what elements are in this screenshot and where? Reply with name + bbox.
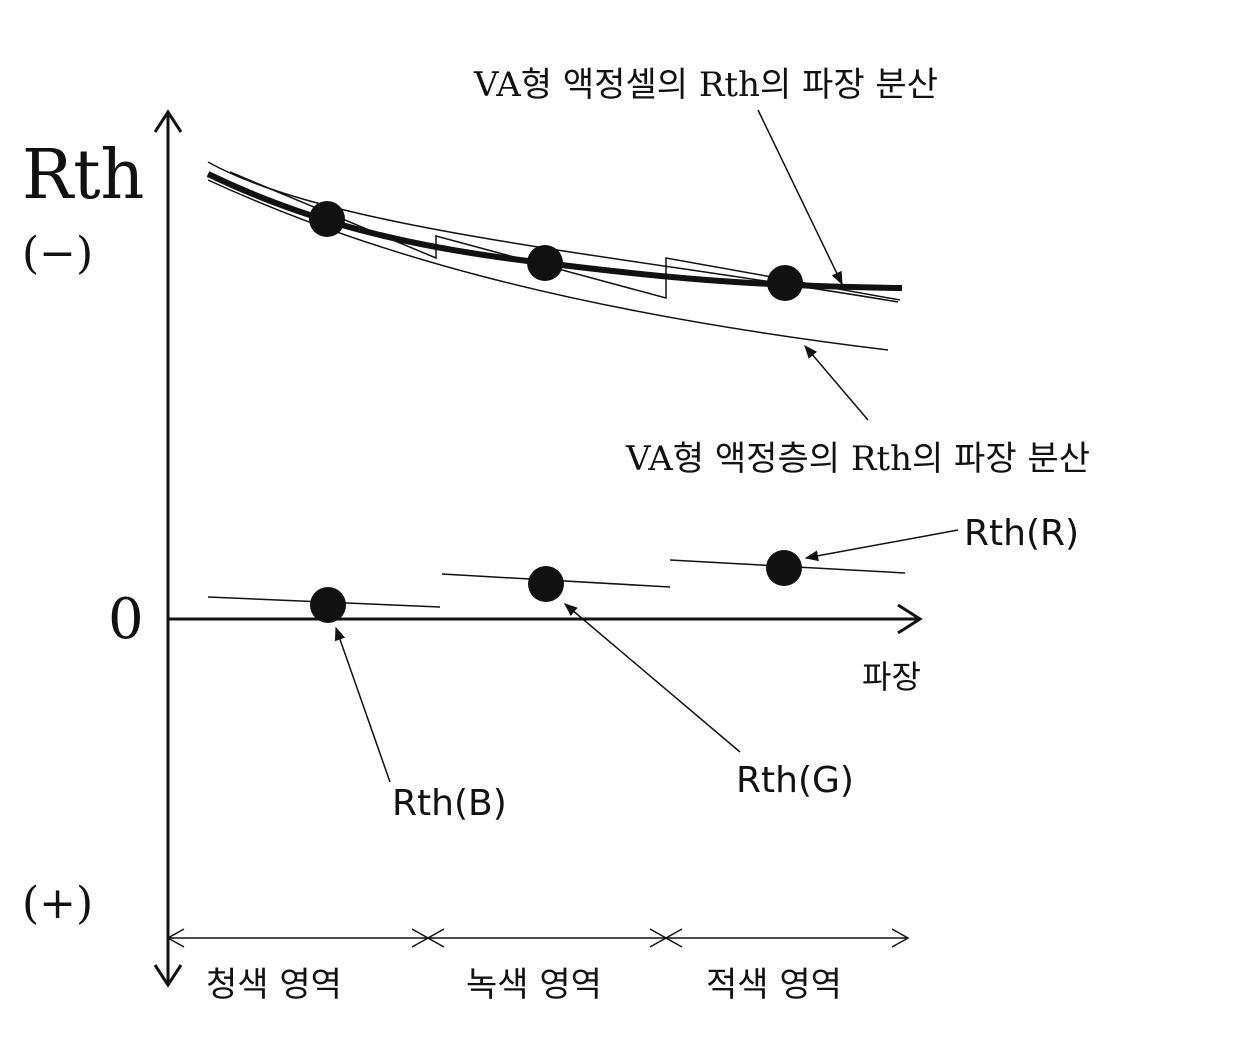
x-axis [168, 605, 920, 633]
y-axis-negative-sign: (−) [22, 228, 93, 279]
blue-region-label: 청색 영역 [206, 965, 342, 1005]
y-axis [155, 112, 181, 985]
rth-b-arrow [336, 628, 390, 782]
rth-r-label: Rth(R) [964, 513, 1079, 554]
rth-r-arrow [806, 530, 958, 558]
cell-label-arrow [758, 110, 842, 284]
cell-point-red [767, 265, 803, 301]
y-axis-label: Rth [22, 136, 144, 215]
lc-cell-curve-label: VA형 액정셀의 Rth의 파장 분산 [473, 65, 938, 105]
region-brackets [168, 929, 908, 947]
rth-r-point [766, 550, 802, 586]
cell-point-green [527, 245, 563, 281]
y-axis-positive-sign: (+) [22, 878, 93, 929]
layer-label-arrow [805, 346, 868, 420]
lc-layer-curve-label: VA형 액정층의 Rth의 파장 분산 [625, 439, 1090, 479]
rth-g-label: Rth(G) [736, 760, 854, 801]
rth-g-arrow [565, 604, 740, 752]
x-axis-label: 파장 [862, 658, 921, 696]
cell-point-blue [309, 201, 345, 237]
rth-g-point [528, 566, 564, 602]
red-region-label: 적색 영역 [706, 965, 842, 1005]
rth-b-point [310, 587, 346, 623]
y-axis-zero-label: 0 [108, 587, 144, 652]
green-region-label: 녹색 영역 [466, 965, 602, 1005]
rth-b-label: Rth(B) [392, 783, 507, 824]
